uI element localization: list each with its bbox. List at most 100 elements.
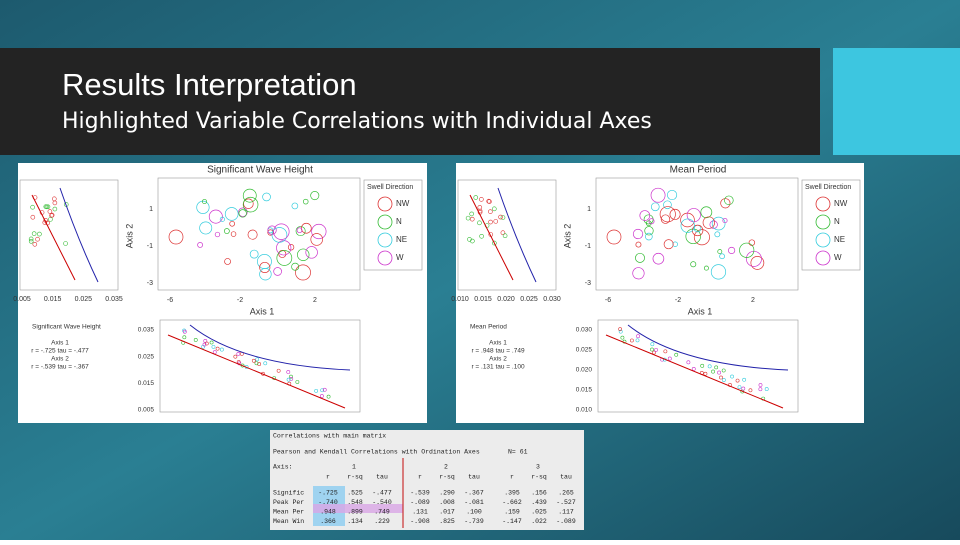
tick-label: -6 <box>167 297 173 304</box>
tick-label: 0.005 <box>13 296 31 303</box>
table-text: -.740 <box>318 499 338 506</box>
fit-curve <box>627 324 789 371</box>
point <box>63 241 68 246</box>
point <box>650 342 655 347</box>
point <box>49 212 55 218</box>
point <box>714 365 719 370</box>
table-text: .100 <box>466 509 482 516</box>
figure-title: Mean Period <box>670 165 727 176</box>
point <box>479 234 484 239</box>
point <box>247 229 258 240</box>
table-text: -.367 <box>464 490 484 497</box>
point <box>48 217 53 222</box>
point <box>295 380 300 384</box>
table-text: tau <box>468 474 480 481</box>
point <box>500 230 506 235</box>
table-text: -.539 <box>410 490 430 497</box>
table-text: 1 <box>352 464 356 471</box>
tick-label: 0.025 <box>576 347 593 354</box>
point <box>273 223 290 240</box>
point <box>606 229 622 245</box>
fit-line <box>31 194 76 281</box>
table-text: -.540 <box>372 499 392 506</box>
legend-marker <box>377 196 393 212</box>
legend-entry: W <box>396 253 404 262</box>
table-text: -.662 <box>502 499 522 506</box>
point <box>719 375 723 380</box>
figure-panel <box>456 163 864 423</box>
table-text: r-sq <box>439 474 455 481</box>
table-text: .749 <box>374 509 390 516</box>
axis-label: Axis 1 <box>250 306 275 316</box>
point <box>320 388 325 393</box>
point <box>690 261 697 268</box>
point <box>473 195 479 200</box>
point <box>291 202 299 210</box>
point <box>632 228 644 240</box>
point <box>202 342 207 347</box>
highlight <box>313 504 403 513</box>
axis-label: Axis 2 <box>562 224 572 249</box>
point <box>742 377 747 382</box>
point <box>230 231 237 237</box>
point <box>215 346 220 351</box>
table-text: .134 <box>347 518 363 525</box>
point <box>672 241 678 247</box>
tick-label: 0.025 <box>138 353 155 360</box>
point <box>477 220 482 226</box>
point <box>286 377 291 382</box>
table-text: .156 <box>531 490 547 497</box>
point <box>652 350 656 355</box>
point <box>735 378 740 383</box>
table-text: Signific <box>273 490 304 497</box>
point <box>259 268 272 281</box>
point <box>702 216 715 229</box>
point <box>37 231 42 237</box>
point <box>758 387 763 392</box>
table-text: .022 <box>531 518 547 525</box>
point <box>291 262 300 271</box>
tick-label: 2 <box>751 297 755 304</box>
point <box>674 352 679 357</box>
main-plot <box>595 177 799 291</box>
point <box>714 231 721 238</box>
side-plot <box>19 179 119 291</box>
point <box>208 209 223 224</box>
point <box>242 188 257 203</box>
figure-title: Significant Wave Height <box>207 165 313 176</box>
stat-text: r = -.725 tau = -.477 <box>31 348 89 355</box>
point <box>680 218 695 233</box>
point <box>259 261 271 274</box>
tick-label: 1 <box>149 206 153 213</box>
table-text: .131 <box>412 509 428 516</box>
table-text: Axis: <box>273 464 293 471</box>
point <box>717 249 723 255</box>
fit-curve <box>59 187 99 283</box>
table-text: tau <box>560 474 572 481</box>
point <box>654 347 658 352</box>
table-text: .548 <box>347 499 363 506</box>
point <box>233 354 238 359</box>
table-text: -.089 <box>556 518 576 525</box>
point <box>632 267 645 280</box>
point <box>295 264 311 281</box>
point <box>310 191 320 201</box>
point <box>314 388 319 393</box>
point <box>502 233 508 239</box>
point <box>255 357 260 362</box>
point <box>717 370 722 375</box>
point <box>238 209 247 218</box>
table-text: .017 <box>439 509 455 516</box>
point <box>223 228 230 234</box>
table-text: Mean Per <box>273 509 304 516</box>
table-text: .395 <box>504 490 520 497</box>
point <box>722 218 728 224</box>
stat-text: Axis 2 <box>51 356 69 363</box>
point <box>254 361 259 366</box>
point <box>289 376 294 381</box>
point <box>645 232 653 241</box>
point <box>168 229 184 245</box>
point <box>703 371 708 376</box>
point <box>35 236 40 242</box>
point <box>52 206 58 212</box>
